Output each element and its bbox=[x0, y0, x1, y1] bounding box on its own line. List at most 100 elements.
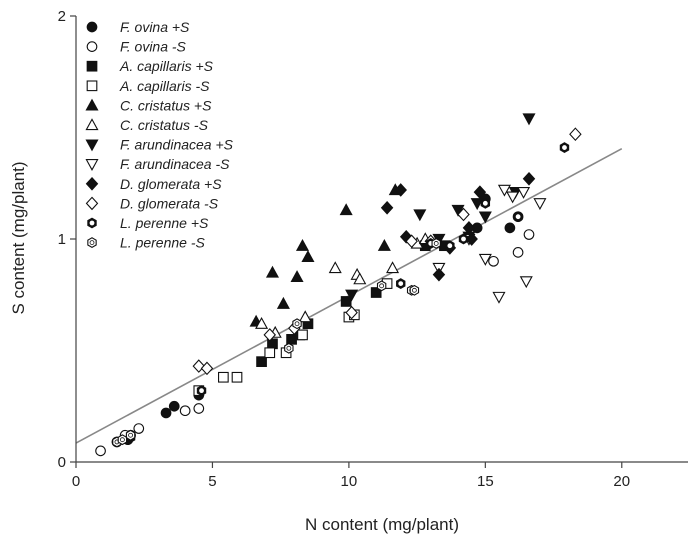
legend-marker bbox=[86, 60, 98, 72]
data-point bbox=[504, 222, 516, 234]
legend-marker bbox=[85, 98, 99, 111]
data-point bbox=[409, 284, 420, 296]
data-point bbox=[380, 200, 394, 215]
x-ticks: 0 5 10 15 20 bbox=[72, 462, 630, 490]
data-point bbox=[522, 171, 536, 186]
data-point bbox=[506, 191, 520, 204]
x-tick-label: 5 bbox=[208, 473, 216, 490]
x-tick-label: 10 bbox=[341, 473, 358, 490]
data-point bbox=[218, 371, 229, 383]
x-tick-label: 15 bbox=[477, 473, 494, 490]
data-point bbox=[431, 238, 441, 249]
y-tick-label: 2 bbox=[58, 8, 66, 25]
data-point bbox=[297, 329, 308, 341]
legend-marker bbox=[85, 139, 99, 152]
data-point bbox=[458, 233, 469, 245]
data-point bbox=[478, 253, 492, 266]
data-point bbox=[512, 247, 524, 258]
data-point bbox=[340, 296, 352, 307]
data-point bbox=[133, 423, 145, 434]
data-point bbox=[345, 305, 358, 320]
data-point bbox=[405, 234, 418, 249]
legend-marker bbox=[85, 159, 99, 171]
data-point bbox=[196, 385, 207, 397]
data-point bbox=[328, 261, 342, 274]
data-point bbox=[353, 272, 367, 285]
data-point bbox=[125, 429, 136, 441]
data-point bbox=[256, 356, 267, 368]
legend-marker bbox=[85, 118, 99, 131]
legend-label: D. glomerata +S bbox=[120, 176, 222, 192]
data-point bbox=[559, 142, 570, 154]
data-point bbox=[445, 240, 455, 252]
legend-label: F. ovina -S bbox=[120, 39, 187, 55]
data-point bbox=[497, 184, 511, 197]
legend-marker bbox=[87, 237, 97, 249]
legend-marker bbox=[85, 176, 99, 191]
legend-label: A. capillaris -S bbox=[119, 78, 210, 94]
data-point bbox=[470, 198, 484, 211]
data-point bbox=[522, 113, 536, 126]
data-point bbox=[480, 197, 491, 209]
data-point bbox=[231, 371, 243, 383]
legend-label: A. capillaris +S bbox=[119, 58, 214, 74]
data-point bbox=[160, 407, 172, 419]
data-point bbox=[339, 203, 353, 216]
y-tick-label: 1 bbox=[58, 231, 66, 248]
data-point bbox=[473, 185, 487, 199]
legend-label: F. arundinacea +S bbox=[120, 137, 234, 153]
legend-marker bbox=[87, 217, 97, 229]
data-point bbox=[290, 270, 304, 283]
data-point bbox=[513, 211, 523, 223]
data-point bbox=[478, 211, 492, 224]
legend-label: F. arundinacea -S bbox=[120, 156, 230, 172]
data-point bbox=[95, 445, 106, 457]
data-point bbox=[376, 280, 387, 292]
data-point bbox=[432, 267, 446, 282]
legend-label: F. ovina +S bbox=[120, 19, 190, 35]
y-axis-label: S content (mg/plant) bbox=[9, 161, 28, 314]
data-point bbox=[345, 289, 359, 302]
x-tick-label: 20 bbox=[613, 473, 630, 490]
data-point bbox=[413, 209, 427, 222]
legend-label: D. glomerata -S bbox=[120, 195, 219, 211]
data-point bbox=[517, 187, 531, 199]
data-point bbox=[265, 265, 280, 278]
legend-label: C. cristatus +S bbox=[120, 97, 212, 113]
data-point bbox=[462, 221, 476, 235]
y-ticks: 0 1 2 bbox=[58, 8, 76, 471]
legend-label: C. cristatus -S bbox=[120, 117, 209, 133]
data-point bbox=[396, 278, 406, 290]
data-point bbox=[457, 207, 470, 222]
data-point bbox=[492, 291, 506, 304]
data-point bbox=[488, 255, 499, 267]
data-point bbox=[298, 310, 312, 323]
legend-marker bbox=[86, 80, 98, 92]
data-point bbox=[451, 204, 465, 217]
data-point bbox=[117, 434, 128, 446]
x-tick-label: 0 bbox=[72, 473, 80, 490]
data-point bbox=[276, 296, 290, 309]
data-point bbox=[370, 287, 382, 298]
data-point bbox=[168, 400, 180, 412]
data-point bbox=[284, 342, 294, 354]
data-point bbox=[200, 361, 214, 376]
data-point bbox=[263, 328, 276, 342]
data-point bbox=[569, 127, 582, 142]
data-point bbox=[533, 198, 547, 211]
x-axis-label: N content (mg/plant) bbox=[305, 515, 459, 534]
data-point bbox=[179, 405, 191, 417]
data-point bbox=[377, 238, 391, 251]
data-point bbox=[394, 183, 407, 197]
legend-label: L. perenne -S bbox=[120, 235, 205, 251]
data-point bbox=[386, 261, 400, 274]
data-point bbox=[193, 403, 205, 414]
data-point bbox=[301, 250, 315, 262]
y-tick-label: 0 bbox=[58, 454, 66, 471]
legend-marker bbox=[86, 21, 98, 33]
legend-marker bbox=[86, 41, 98, 52]
legend-label: L. perenne +S bbox=[120, 215, 209, 231]
legend-marker bbox=[85, 196, 99, 211]
data-point bbox=[523, 229, 535, 240]
